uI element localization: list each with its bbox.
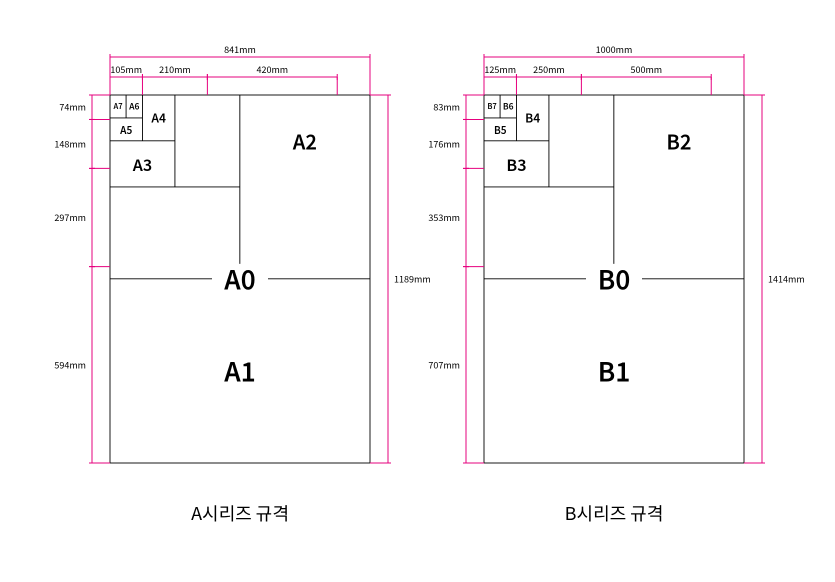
series-title-A: A시리즈 규격 [191, 500, 289, 526]
dim-right-total-A: 1189mm [394, 273, 431, 286]
dim-left-seg-A-3: 594mm [54, 358, 86, 371]
label-B5: B5 [494, 122, 507, 137]
label-B2: B2 [666, 126, 691, 155]
dim-top-seg-A-1: 210mm [159, 63, 191, 76]
dim-top-seg-B-0: 125mm [484, 63, 516, 76]
label-A0: A0 [223, 260, 256, 297]
dim-left-seg-B-0: 83mm [433, 101, 460, 114]
label-A3: A3 [132, 152, 152, 176]
dim-left-seg-B-2: 353mm [428, 211, 460, 224]
dim-top-seg-A-0: 105mm [110, 63, 142, 76]
label-B7: B7 [487, 101, 496, 112]
dim-left-seg-A-1: 148mm [54, 137, 86, 150]
dim-left-seg-A-2: 297mm [54, 211, 86, 224]
label-B0: B0 [598, 260, 631, 297]
label-A4: A4 [150, 109, 166, 126]
dim-left-seg-B-1: 176mm [428, 137, 460, 150]
label-A1: A1 [223, 352, 256, 389]
dim-top-seg-A-2: 420mm [256, 63, 288, 76]
dim-top-seg-B-1: 250mm [533, 63, 565, 76]
paper-size-diagram: A7 A6 A5 A4 A3 A2 A0 A1 841mm 105mm 210mm 420mm 1189… [0, 0, 835, 582]
dim-top-total-B: 1000mm [596, 43, 633, 56]
dim-right-total-B: 1414mm [768, 273, 805, 286]
label-B6: B6 [503, 100, 514, 112]
dim-left-seg-B-3: 707mm [428, 358, 460, 371]
label-A2: A2 [292, 126, 317, 155]
label-B3: B3 [506, 152, 526, 176]
dim-top-seg-B-2: 500mm [630, 63, 662, 76]
label-B1: B1 [598, 352, 631, 389]
label-A5: A5 [119, 122, 132, 137]
series-title-B: B시리즈 규격 [565, 500, 664, 526]
label-A6: A6 [128, 100, 139, 112]
dim-top-total-A: 841mm [224, 43, 256, 56]
dim-left-seg-A-0: 74mm [59, 101, 86, 114]
label-B4: B4 [525, 109, 540, 126]
label-A7: A7 [112, 101, 122, 112]
